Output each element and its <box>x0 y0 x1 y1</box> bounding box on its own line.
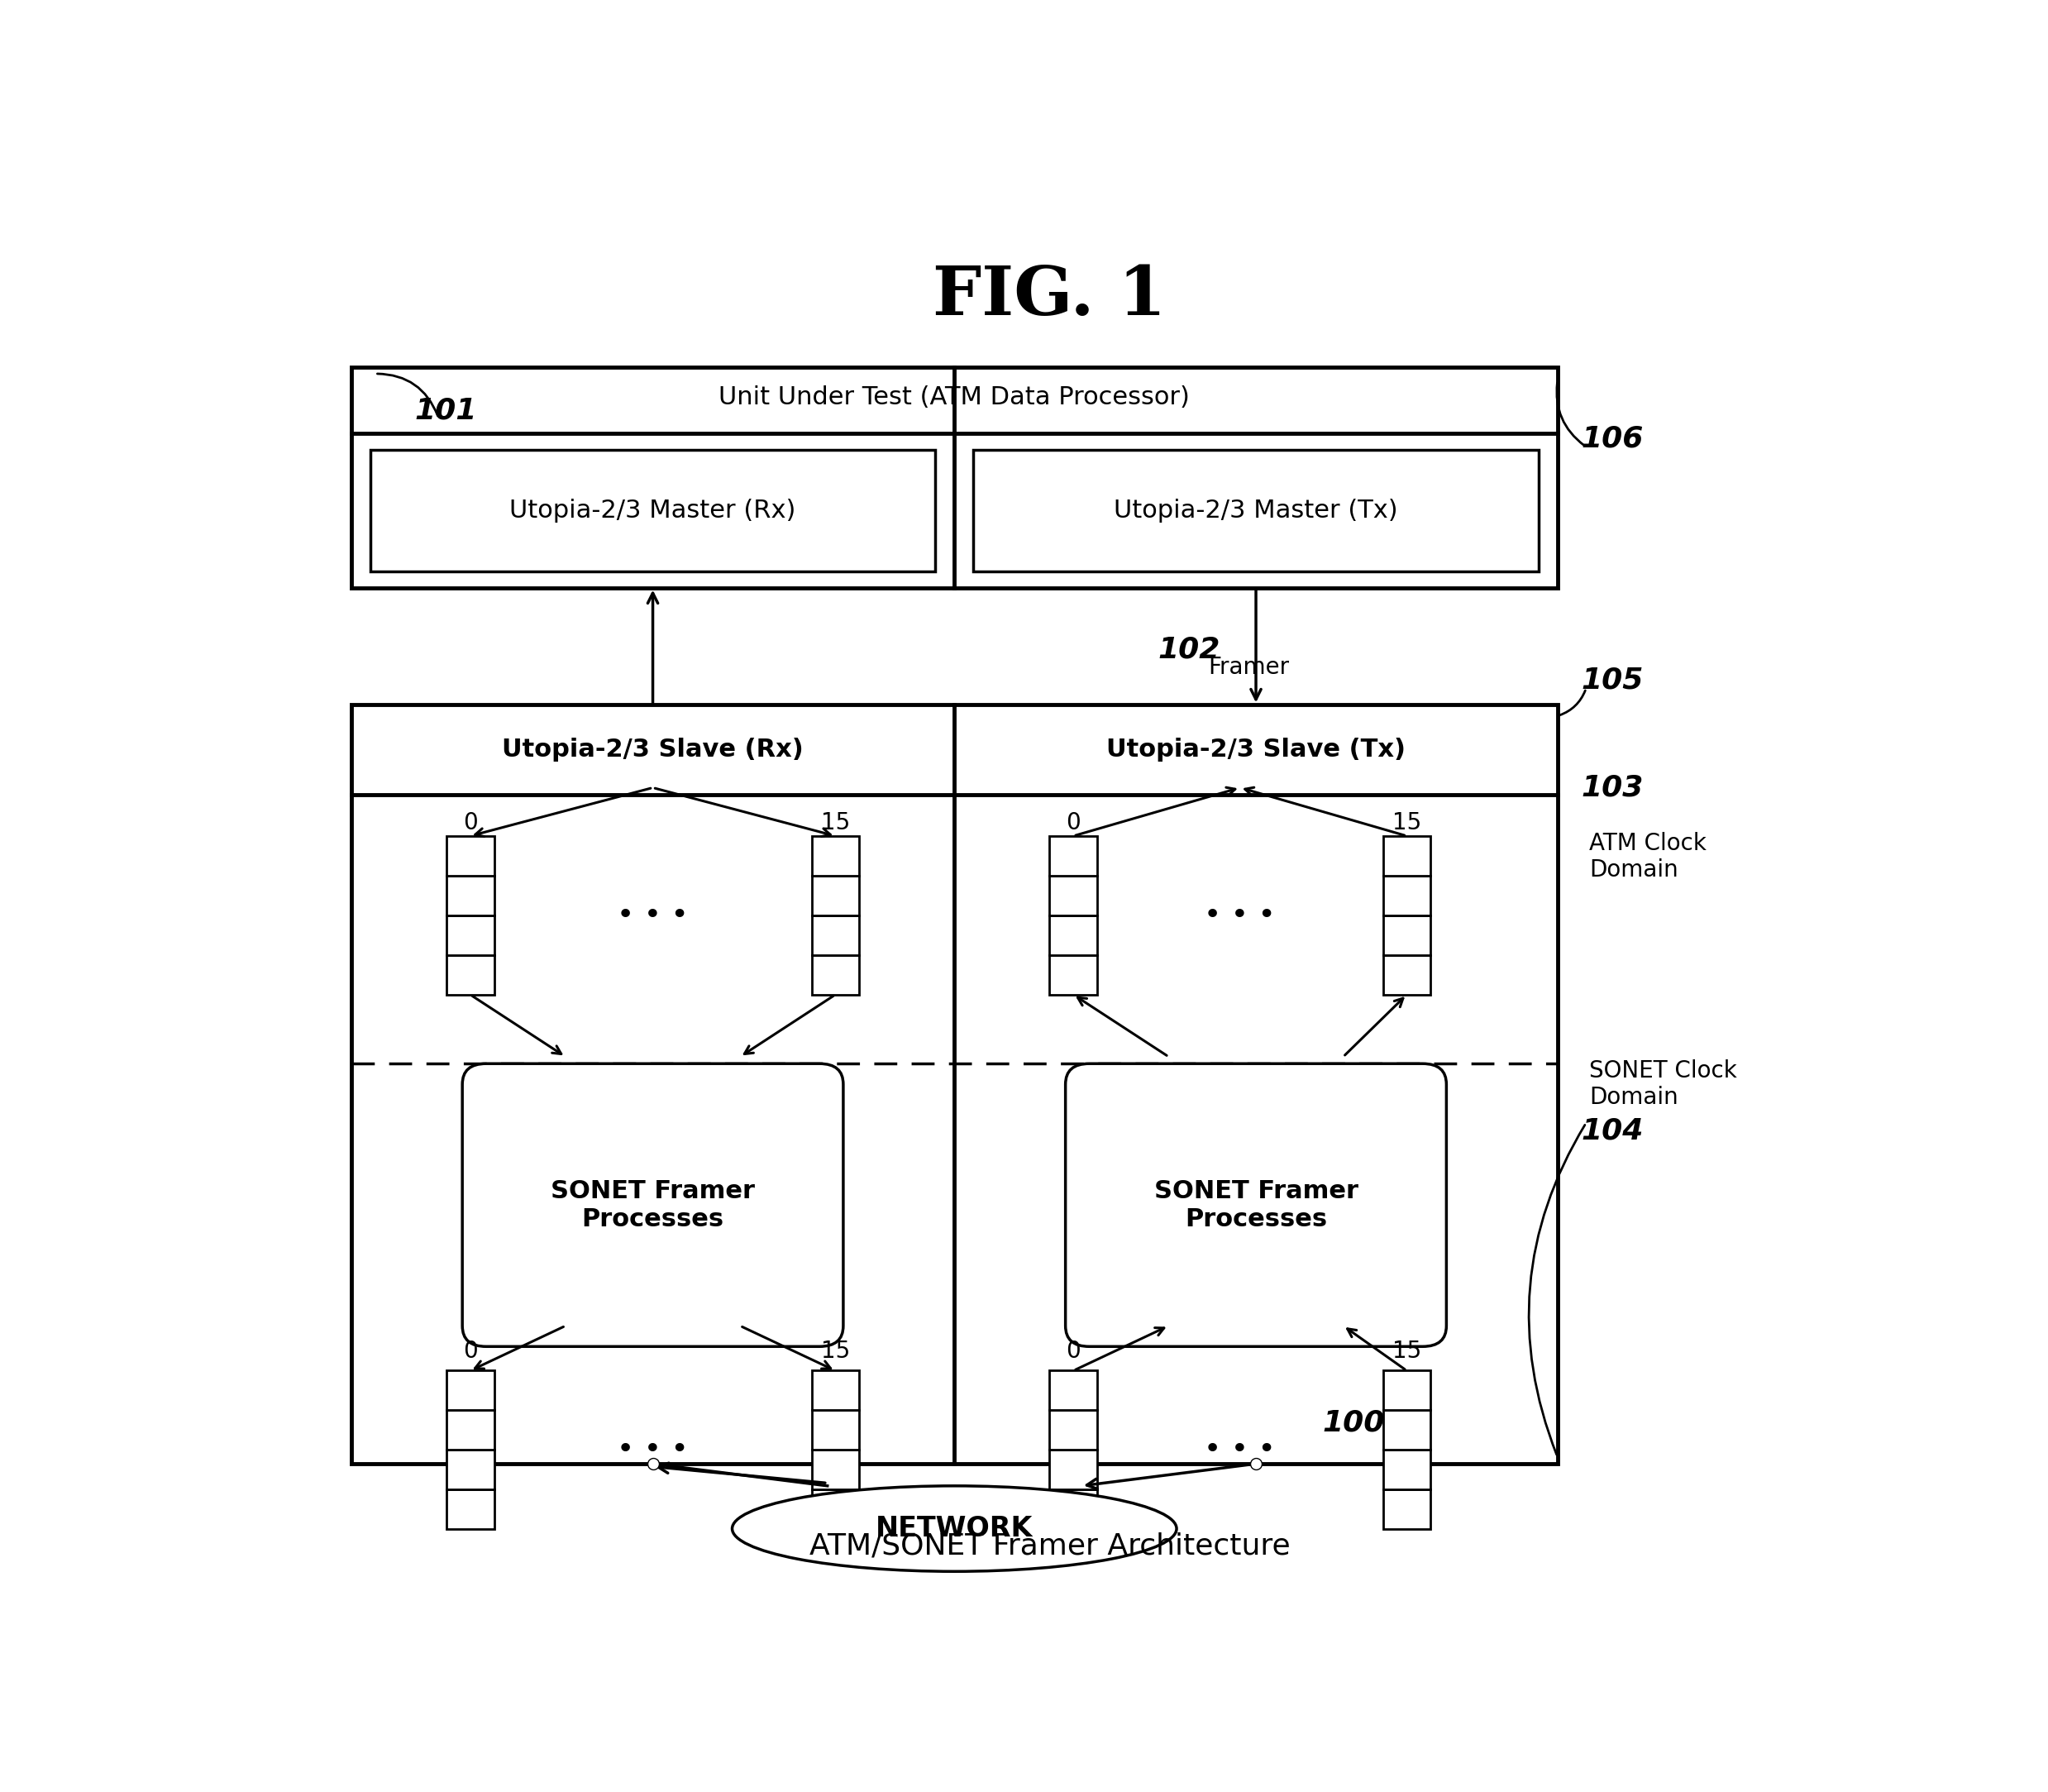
Bar <box>1382 916 1430 955</box>
Text: Utopia-2/3 Master (Rx): Utopia-2/3 Master (Rx) <box>510 498 797 521</box>
Bar <box>352 704 1559 1464</box>
FancyBboxPatch shape <box>463 1064 844 1346</box>
Bar <box>1049 835 1098 876</box>
Bar <box>446 1371 494 1410</box>
Text: SONET Clock
Domain: SONET Clock Domain <box>1589 1059 1737 1109</box>
Text: 15: 15 <box>1393 812 1421 835</box>
Text: SONET Framer
Processes: SONET Framer Processes <box>1153 1179 1358 1231</box>
Text: • • •: • • • <box>616 1435 688 1464</box>
Text: Utopia-2/3 Master (Tx): Utopia-2/3 Master (Tx) <box>1114 498 1399 521</box>
Text: FIG. 1: FIG. 1 <box>934 263 1165 330</box>
FancyBboxPatch shape <box>1065 1064 1446 1346</box>
Bar <box>1049 1489 1098 1529</box>
Text: 15: 15 <box>821 1340 850 1362</box>
Bar <box>446 955 494 995</box>
Text: SONET Framer
Processes: SONET Framer Processes <box>551 1179 756 1231</box>
Bar <box>811 1450 858 1489</box>
Text: • • •: • • • <box>616 901 688 930</box>
Bar <box>446 1410 494 1450</box>
Text: 15: 15 <box>1393 1340 1421 1362</box>
Text: 104: 104 <box>1581 1116 1645 1145</box>
Text: Framer: Framer <box>1208 656 1290 679</box>
Bar <box>446 916 494 955</box>
Bar <box>371 450 936 572</box>
Text: ATM Clock
Domain: ATM Clock Domain <box>1589 831 1706 882</box>
Bar <box>446 835 494 876</box>
Ellipse shape <box>733 1486 1176 1572</box>
Bar <box>1049 1450 1098 1489</box>
Text: Utopia-2/3 Slave (Rx): Utopia-2/3 Slave (Rx) <box>502 738 803 762</box>
Text: 15: 15 <box>821 812 850 835</box>
Bar <box>1049 955 1098 995</box>
Bar <box>1382 1410 1430 1450</box>
Text: Unit Under Test (ATM Data Processor): Unit Under Test (ATM Data Processor) <box>719 385 1190 409</box>
Bar <box>811 835 858 876</box>
Text: 0: 0 <box>463 1340 477 1362</box>
Bar <box>1049 1371 1098 1410</box>
Bar <box>446 1489 494 1529</box>
Text: • • •: • • • <box>1204 1435 1276 1464</box>
Bar <box>1382 955 1430 995</box>
Text: ATM/SONET Framer Architecture: ATM/SONET Framer Architecture <box>809 1532 1290 1561</box>
Text: 106: 106 <box>1581 425 1645 453</box>
Text: 105: 105 <box>1581 667 1645 694</box>
Bar <box>352 367 1559 588</box>
Bar <box>811 1371 858 1410</box>
Bar <box>1049 916 1098 955</box>
Bar <box>1382 1489 1430 1529</box>
Text: Utopia-2/3 Slave (Tx): Utopia-2/3 Slave (Tx) <box>1106 738 1405 762</box>
Bar <box>1382 876 1430 916</box>
Bar <box>811 955 858 995</box>
Bar <box>446 1450 494 1489</box>
Text: 103: 103 <box>1581 774 1645 801</box>
Text: 100: 100 <box>1323 1409 1384 1437</box>
Text: 0: 0 <box>1067 1340 1081 1362</box>
Bar <box>811 1489 858 1529</box>
Text: 102: 102 <box>1157 636 1221 663</box>
Bar <box>1382 1371 1430 1410</box>
Bar <box>811 1410 858 1450</box>
Text: 0: 0 <box>463 812 477 835</box>
Bar <box>1382 1450 1430 1489</box>
Bar <box>1049 876 1098 916</box>
Text: 0: 0 <box>1067 812 1081 835</box>
Bar <box>811 916 858 955</box>
Bar <box>1049 1410 1098 1450</box>
Bar <box>811 876 858 916</box>
Bar <box>446 876 494 916</box>
Text: NETWORK: NETWORK <box>877 1514 1032 1543</box>
Text: • • •: • • • <box>1204 901 1276 930</box>
Bar <box>1382 835 1430 876</box>
Bar <box>973 450 1538 572</box>
Text: 101: 101 <box>414 396 477 425</box>
